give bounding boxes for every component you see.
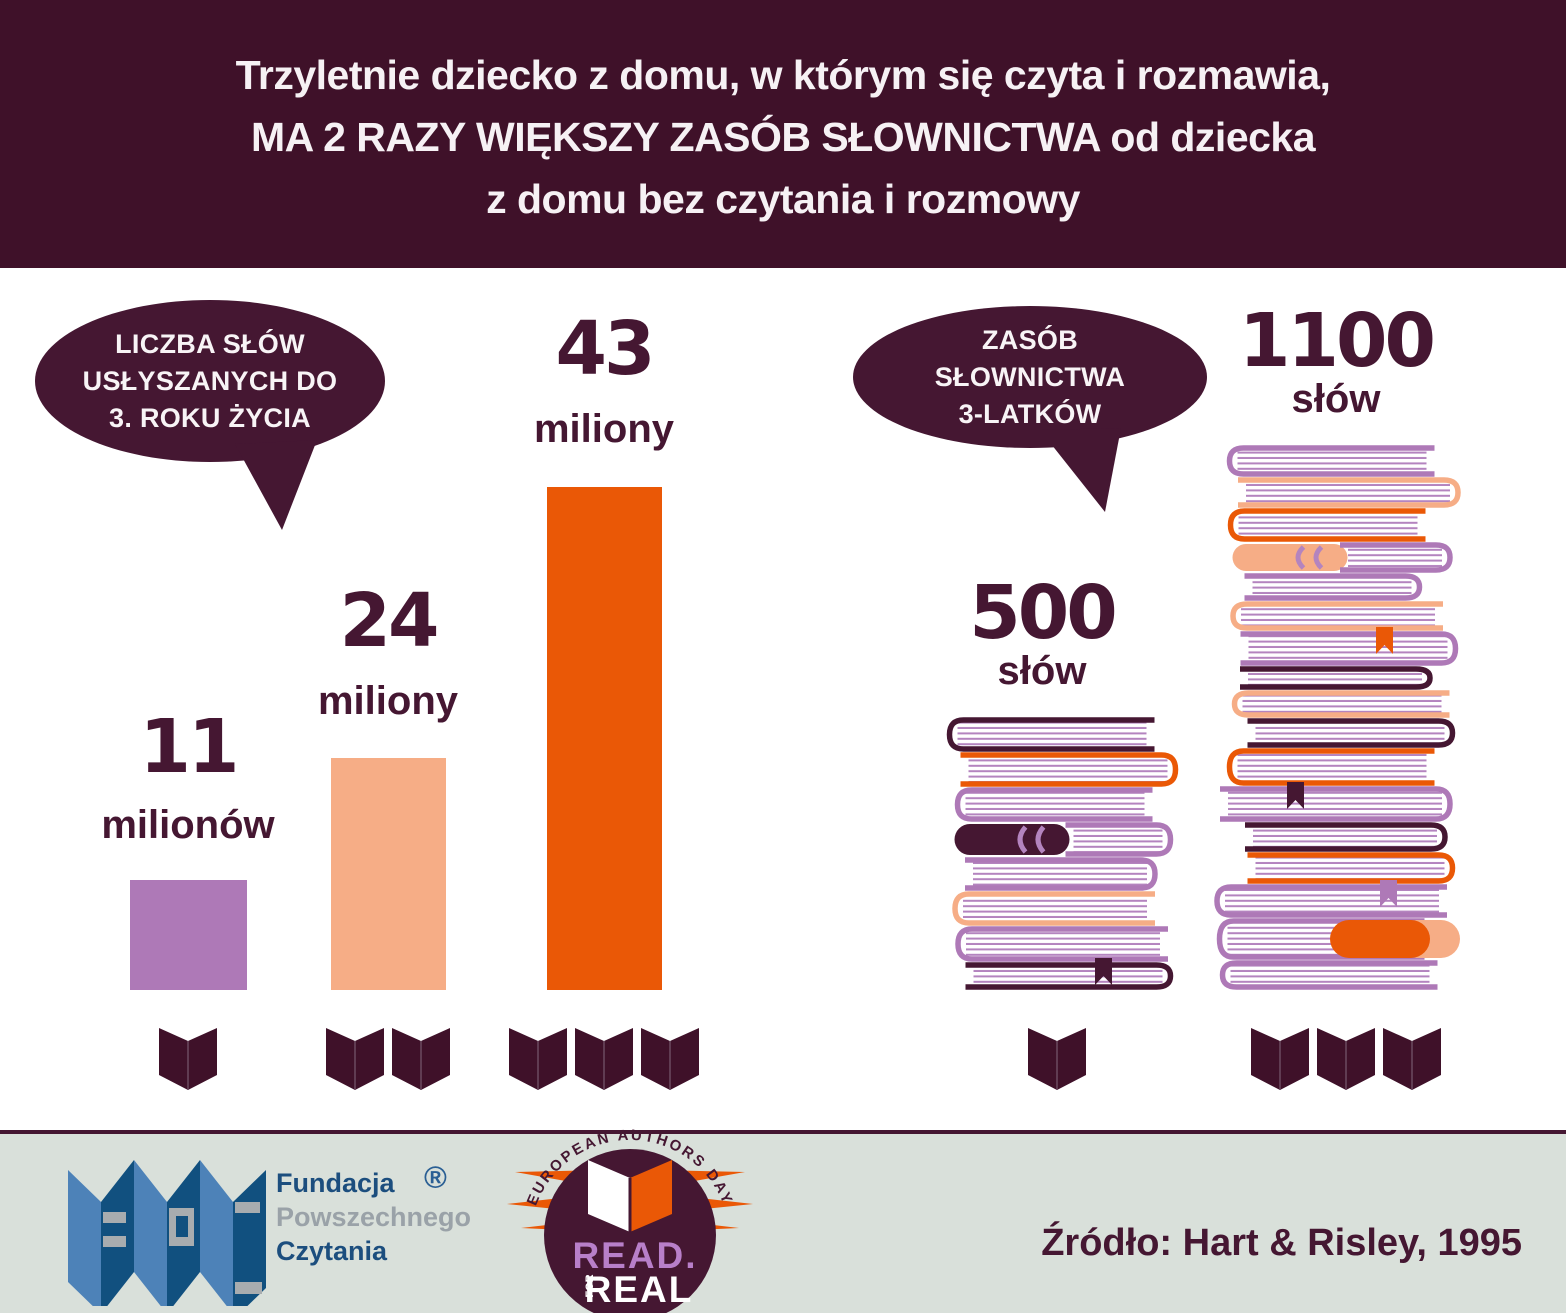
bar-value-11: 11 xyxy=(139,704,240,790)
mini-books-under-bar-43 xyxy=(509,1028,699,1090)
mini-books-under-bar-11 xyxy=(159,1028,217,1090)
stack-value-1100: 1100 xyxy=(1239,298,1436,384)
bubble-left-line-3: 3. ROKU ŻYCIA xyxy=(109,402,311,433)
bar-value-24: 24 xyxy=(339,578,440,664)
title-line-1: Trzyletnie dziecko z domu, w którym się … xyxy=(235,52,1331,98)
source-citation: Źródło: Hart & Risley, 1995 xyxy=(1041,1222,1522,1264)
fpc-word-3: Czytania xyxy=(276,1236,388,1266)
speech-bubble-words-heard: LICZBA SŁÓW USŁYSZANYCH DO 3. ROKU ŻYCIA xyxy=(35,300,385,462)
bar-24-miliony xyxy=(331,758,446,990)
mini-books-under-stack-1100 xyxy=(1251,1028,1441,1090)
fpc-word-2: Powszechnego xyxy=(276,1202,472,1232)
mini-books-under-bar-24 xyxy=(326,1028,450,1090)
rfr-real-text: REAL xyxy=(585,1269,694,1310)
rfr-for-text: FOR xyxy=(584,1274,596,1297)
bubble-right-line-2: SŁOWNICTWA xyxy=(934,361,1126,392)
bar-11-milionów xyxy=(130,880,247,990)
fpc-logo-wordmark: Fundacja Powszechnego Czytania xyxy=(276,1166,471,1268)
title-line-2: MA 2 RAZY WIĘKSZY ZASÓB SŁOWNICTWA od dz… xyxy=(250,114,1316,160)
bubble-right-line-3: 3-LATKÓW xyxy=(958,398,1102,429)
speech-bubble-left-tail-icon xyxy=(235,440,317,530)
stack-unit-1100: słów xyxy=(1291,377,1381,421)
registered-trademark-icon: ® xyxy=(424,1160,447,1195)
stack-value-500: 500 xyxy=(969,570,1117,656)
open-book-icon xyxy=(588,1160,672,1232)
stack-unit-500: słów xyxy=(997,649,1087,693)
header-banner: Trzyletnie dziecko z domu, w którym się … xyxy=(0,0,1566,268)
fpc-word-1: Fundacja xyxy=(276,1168,395,1198)
speech-bubble-right-tail-icon xyxy=(1040,428,1121,512)
mini-books-under-stack-500 xyxy=(1028,1028,1086,1090)
bar-43-miliony xyxy=(547,487,662,990)
title-line-3: z domu bez czytania i rozmowy xyxy=(486,176,1080,222)
read-for-real-logo: EUROPEAN AUTHORS DAY READ. FOR REAL xyxy=(507,1127,753,1313)
speech-bubble-vocabulary: ZASÓB SŁOWNICTWA 3-LATKÓW xyxy=(853,306,1207,448)
bubble-left-line-1: LICZBA SŁÓW xyxy=(115,328,305,359)
bubble-right-line-1: ZASÓB xyxy=(982,324,1078,355)
bubble-left-line-2: USŁYSZANYCH DO xyxy=(82,365,338,396)
bar-value-43: 43 xyxy=(555,306,656,392)
rfr-read-text: READ. xyxy=(572,1235,697,1276)
bar-unit-11: milionów xyxy=(101,803,275,847)
bar-unit-43: miliony xyxy=(533,407,675,451)
bar-unit-24: miliony xyxy=(317,679,459,723)
book-stack-1100 xyxy=(1214,445,1461,990)
book-stack-500 xyxy=(946,717,1179,990)
fpc-logo-icon xyxy=(68,1160,266,1306)
